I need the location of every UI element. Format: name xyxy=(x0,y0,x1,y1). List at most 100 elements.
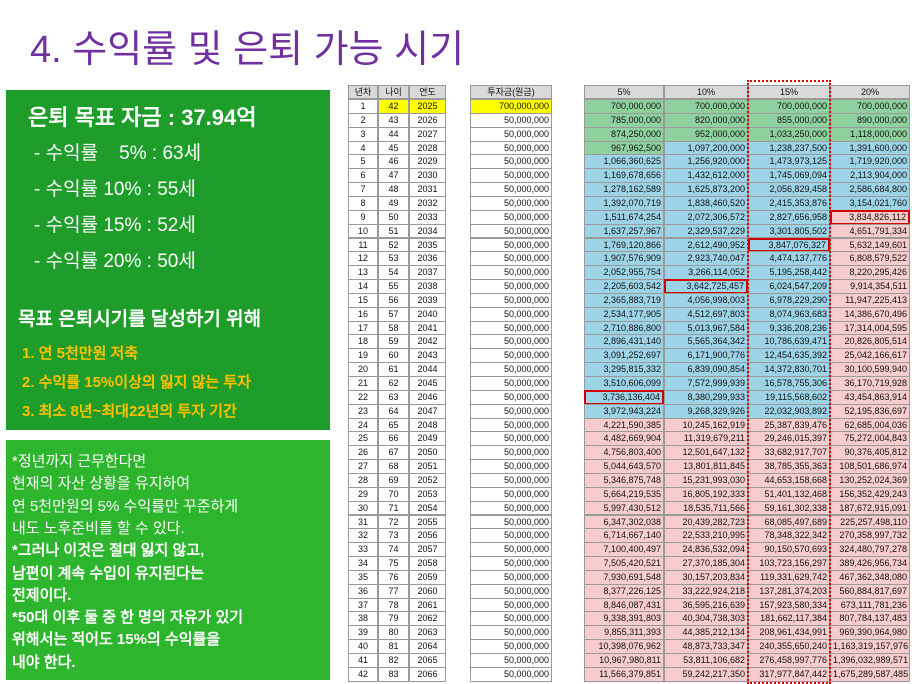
table-cell: 35 xyxy=(348,569,378,585)
table-cell: 952,000,000 xyxy=(664,126,748,142)
table-cell: 1,769,120,866 xyxy=(584,237,664,253)
table-cell: 6,347,302,038 xyxy=(584,514,664,530)
table-cell: 50,000,000 xyxy=(470,251,552,267)
table-cell: 1,396,032,989,571 xyxy=(830,653,910,668)
column-header: 5% xyxy=(584,85,664,99)
table-cell: 2041 xyxy=(409,320,446,336)
table-cell: 1,118,000,000 xyxy=(830,126,910,142)
table-cell: 3,736,136,404 xyxy=(584,389,664,405)
table-cell: 9,914,354,511 xyxy=(830,279,910,294)
table-cell: 4,651,791,334 xyxy=(830,223,910,239)
table-cell: 76 xyxy=(378,569,409,585)
table-cell: 21 xyxy=(348,376,378,391)
table-cell: 1,719,920,000 xyxy=(830,154,910,170)
table-cell: 62,685,004,036 xyxy=(830,417,910,433)
note-line: 남편이 계속 수입이 유지된다는 xyxy=(12,564,204,582)
table-cell: 2050 xyxy=(409,445,446,461)
table-cell: 7,100,400,497 xyxy=(584,542,664,558)
table-cell: 4,221,590,385 xyxy=(584,417,664,433)
table-cell: 2048 xyxy=(409,417,446,433)
table-cell: 2,052,955,754 xyxy=(584,265,664,281)
table-cell: 29 xyxy=(348,486,378,502)
table-cell: 53,811,106,682 xyxy=(664,653,748,668)
table-cell: 26 xyxy=(348,445,378,461)
note-line: 위해서는 적어도 15%의 수익률을 xyxy=(12,631,221,649)
table-cell: 8,377,226,125 xyxy=(584,583,664,599)
table-cell: 2065 xyxy=(409,653,446,668)
table-cell: 30,157,203,834 xyxy=(664,569,748,585)
table-cell: 38 xyxy=(348,611,378,627)
table-cell: 50,000,000 xyxy=(470,376,552,391)
table-cell: 2,586,684,800 xyxy=(830,182,910,197)
table-cell: 50,000,000 xyxy=(470,611,552,627)
table-cell: 24 xyxy=(348,417,378,433)
table-cell: 69 xyxy=(378,472,409,488)
table-cell: 3,091,252,697 xyxy=(584,348,664,364)
table-cell: 1,511,674,254 xyxy=(584,209,664,225)
table-cell: 2034 xyxy=(409,223,446,239)
table-cell: 50 xyxy=(378,209,409,225)
table-cell: 50,000,000 xyxy=(470,292,552,308)
table-cell: 6,808,579,522 xyxy=(830,251,910,267)
table-cell: 50,000,000 xyxy=(470,195,552,211)
table-cell: 2,534,177,905 xyxy=(584,306,664,322)
table-cell: 2062 xyxy=(409,611,446,627)
table-cell: 44,385,212,134 xyxy=(664,625,748,641)
table-cell: 10,967,980,811 xyxy=(584,653,664,668)
table-cell: 50,000,000 xyxy=(470,445,552,461)
table-cell: 1,256,920,000 xyxy=(664,154,748,170)
table-cell: 187,672,915,091 xyxy=(830,500,910,516)
table-cell: 2,205,603,542 xyxy=(584,279,664,294)
table-cell: 82 xyxy=(378,653,409,668)
table-cell: 2036 xyxy=(409,251,446,267)
table-cell: 18 xyxy=(348,334,378,350)
table-cell: 22,533,210,995 xyxy=(664,528,748,544)
table-cell: 9 xyxy=(348,209,378,225)
table-cell: 2032 xyxy=(409,195,446,211)
goal-item: - 수익률 15% : 52세 xyxy=(34,215,196,236)
table-cell: 673,111,781,236 xyxy=(830,597,910,613)
table-cell: 3,972,943,224 xyxy=(584,403,664,419)
table-cell: 33,222,924,218 xyxy=(664,583,748,599)
goal-subheading: 목표 은퇴시기를 달성하기 위해 xyxy=(18,309,262,330)
table-cell: 1,637,257,967 xyxy=(584,223,664,239)
table-cell: 50,000,000 xyxy=(470,362,552,377)
table-cell: 2039 xyxy=(409,292,446,308)
table-cell: 22 xyxy=(348,389,378,405)
table-cell: 16,805,192,333 xyxy=(664,486,748,502)
table-cell: 50,000,000 xyxy=(470,223,552,239)
table-cell: 6,714,667,140 xyxy=(584,528,664,544)
table-cell: 6 xyxy=(348,168,378,184)
table-cell: 700,000,000 xyxy=(830,99,910,114)
table-cell: 270,358,997,732 xyxy=(830,528,910,544)
table-cell: 2052 xyxy=(409,472,446,488)
table-cell: 2059 xyxy=(409,569,446,585)
table-cell: 50,000,000 xyxy=(470,472,552,488)
table-cell: 74 xyxy=(378,542,409,558)
table-cell: 17,314,004,595 xyxy=(830,320,910,336)
table-cell: 13 xyxy=(348,265,378,281)
table-cell: 40,304,738,303 xyxy=(664,611,748,627)
table-cell: 108,501,686,974 xyxy=(830,459,910,474)
table-cell: 8,220,295,426 xyxy=(830,265,910,281)
table-cell: 19 xyxy=(348,348,378,364)
table-cell: 12,501,647,132 xyxy=(664,445,748,461)
table-cell: 1,907,576,909 xyxy=(584,251,664,267)
table-cell: 467,362,348,080 xyxy=(830,569,910,585)
slide-title: 4. 수익률 및 은퇴 가능 시기 xyxy=(30,29,465,71)
table-cell: 46 xyxy=(378,154,409,170)
table-cell: 1,391,600,000 xyxy=(830,140,910,156)
table-cell: 5,565,364,342 xyxy=(664,334,748,350)
table-cell: 50,000,000 xyxy=(470,569,552,585)
table-cell: 61 xyxy=(378,362,409,377)
goal-step: 2. 수익률 15%이상의 잃지 않는 투자 xyxy=(22,374,251,391)
table-cell: 23 xyxy=(348,403,378,419)
table-cell: 2026 xyxy=(409,112,446,128)
table-cell: 43,454,863,914 xyxy=(830,389,910,405)
table-cell: 39 xyxy=(348,625,378,641)
table-cell: 2037 xyxy=(409,265,446,281)
table-cell: 2,896,431,140 xyxy=(584,334,664,350)
table-cell: 36 xyxy=(348,583,378,599)
table-cell: 24,836,532,094 xyxy=(664,542,748,558)
table-cell: 1,097,200,000 xyxy=(664,140,748,156)
